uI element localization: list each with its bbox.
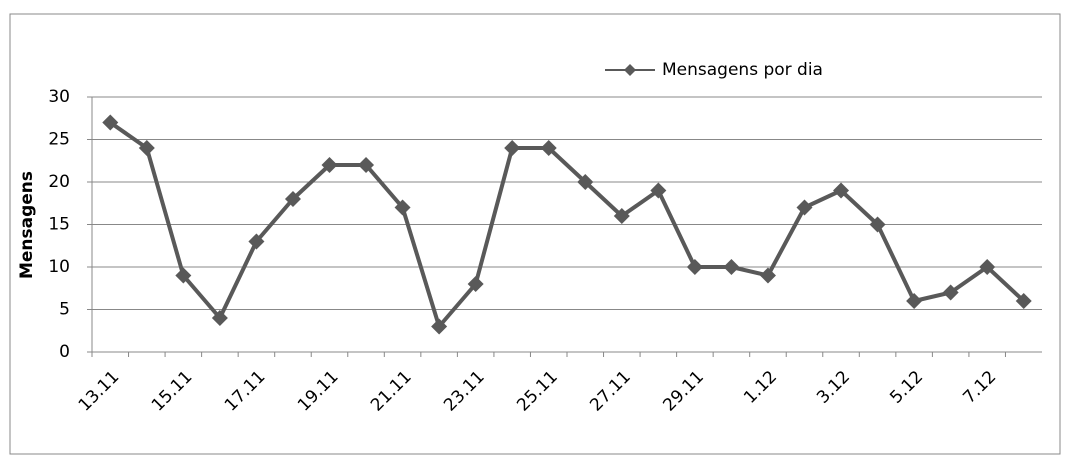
point-marker bbox=[577, 174, 594, 190]
y-tick-label: 30 bbox=[48, 87, 70, 107]
point-marker bbox=[723, 259, 740, 275]
y-tick-label: 5 bbox=[59, 300, 70, 320]
point-marker bbox=[613, 208, 630, 224]
y-tick-label: 15 bbox=[48, 215, 70, 235]
y-tick-label: 25 bbox=[48, 130, 70, 150]
y-tick-label: 0 bbox=[59, 342, 70, 362]
point-marker bbox=[394, 199, 411, 216]
point-marker bbox=[540, 140, 557, 156]
legend-label: Mensagens por dia bbox=[662, 60, 823, 80]
y-axis-label: Mensagens bbox=[17, 171, 37, 279]
point-marker bbox=[942, 284, 959, 301]
point-marker bbox=[686, 259, 703, 275]
point-marker bbox=[504, 140, 521, 156]
point-marker bbox=[175, 267, 192, 284]
chart-border bbox=[9, 13, 1061, 455]
point-marker bbox=[138, 140, 155, 156]
y-tick-label: 10 bbox=[48, 257, 70, 277]
legend-marker bbox=[624, 64, 636, 76]
point-marker bbox=[759, 267, 776, 284]
point-marker bbox=[1015, 293, 1032, 309]
point-marker bbox=[979, 259, 996, 275]
point-marker bbox=[906, 293, 923, 309]
point-marker bbox=[102, 114, 119, 131]
point-marker bbox=[467, 276, 484, 292]
point-marker bbox=[796, 199, 813, 216]
point-marker bbox=[358, 157, 375, 173]
point-marker bbox=[284, 191, 301, 207]
point-marker bbox=[833, 182, 850, 199]
point-marker bbox=[650, 182, 667, 199]
series-line bbox=[109, 120, 1026, 329]
point-marker bbox=[211, 310, 228, 326]
point-marker bbox=[431, 318, 448, 335]
point-marker bbox=[321, 157, 338, 173]
y-tick-label: 20 bbox=[48, 172, 70, 192]
point-marker bbox=[869, 216, 886, 233]
point-marker bbox=[248, 233, 265, 250]
